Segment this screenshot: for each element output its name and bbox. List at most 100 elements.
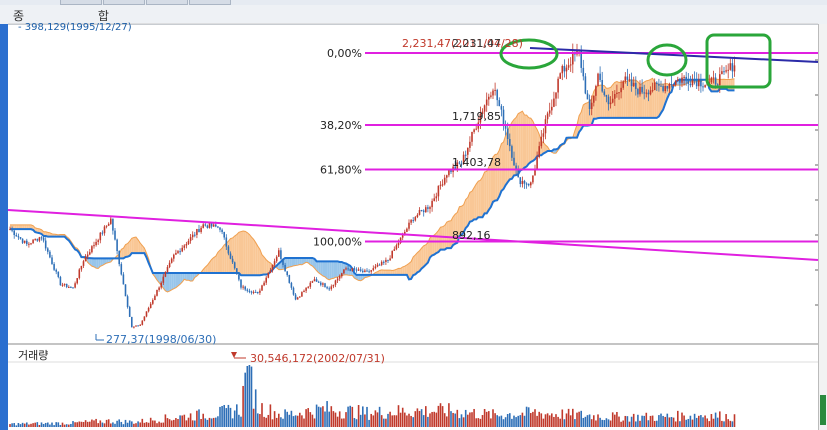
toolbar-tab[interactable]: [60, 0, 102, 5]
volume-bar: [355, 419, 358, 427]
candle-body: [179, 251, 181, 253]
cloud-segment: [333, 261, 336, 279]
volume-bar: [210, 418, 213, 427]
volume-bar: [475, 418, 477, 427]
scroll-thumb[interactable]: [820, 395, 826, 425]
volume-bar: [112, 422, 114, 427]
cloud-segment: [186, 272, 189, 281]
volume-bar: [76, 422, 78, 427]
candle-body: [110, 218, 112, 224]
volume-bar: [257, 413, 259, 427]
volume-bar: [97, 423, 99, 427]
candle-body: [40, 237, 43, 239]
volume-bar: [555, 414, 557, 427]
cloud-segment: [175, 272, 178, 288]
candle-body: [368, 271, 370, 273]
volume-bar: [616, 411, 618, 427]
candle-body: [313, 279, 316, 282]
candle-body: [244, 286, 246, 290]
cloud-segment: [18, 224, 21, 230]
volume-bar: [347, 406, 349, 427]
cloud-segment: [421, 245, 424, 269]
cloud-segment: [409, 261, 412, 280]
volume-bar: [412, 417, 414, 427]
volume-bar: [284, 409, 286, 427]
toolbar-tab[interactable]: [189, 0, 231, 5]
volume-bar: [712, 418, 715, 427]
cloud-segment: [579, 112, 582, 133]
volume-bar: [126, 422, 129, 427]
volume-bar: [19, 424, 22, 427]
toolbar-tab[interactable]: [103, 0, 145, 5]
candle-body: [372, 268, 375, 271]
cloud-segment: [129, 238, 132, 256]
cloud-segment: [480, 177, 483, 218]
candle-body: [666, 85, 669, 89]
volume-bar: [706, 418, 708, 427]
volume-bar: [154, 420, 156, 427]
volume-bar: [557, 416, 559, 427]
cloud-segment: [125, 243, 128, 258]
cloud-segment: [398, 268, 401, 275]
volume-bar: [609, 420, 612, 427]
candle-body: [639, 86, 641, 95]
candle-body: [284, 264, 286, 272]
candle-body: [101, 232, 104, 234]
cloud-segment: [463, 199, 466, 233]
candle-body: [185, 243, 188, 246]
cloud-segment: [257, 246, 260, 276]
cloud-segment: [631, 80, 634, 118]
candle-body: [26, 240, 28, 245]
cloud-segment: [222, 244, 225, 273]
candle-body: [532, 175, 534, 183]
candle-body: [154, 295, 156, 301]
candle-body: [267, 272, 270, 278]
candle-body: [355, 269, 358, 271]
volume-bar: [733, 414, 736, 427]
volume-bar: [448, 403, 450, 427]
candle-body: [189, 237, 192, 241]
candle-body: [519, 177, 522, 185]
volume-bar: [248, 365, 251, 427]
candle-body: [637, 89, 639, 95]
candle-body: [530, 182, 532, 186]
volume-bar: [643, 415, 645, 427]
low-label: 277,37(1998/06/30): [106, 333, 216, 346]
candle-body: [275, 256, 278, 262]
cloud-segment: [543, 142, 546, 154]
volume-bar: [525, 406, 528, 427]
candle-body: [425, 207, 427, 213]
cloud-segment: [209, 259, 212, 273]
volume-bar: [567, 408, 570, 427]
volume-bar: [189, 413, 192, 427]
cloud-segment: [646, 80, 649, 118]
volume-bar: [588, 414, 591, 427]
volume-bar: [259, 414, 261, 427]
cloud-segment: [291, 257, 294, 267]
toolbar-tab[interactable]: [146, 0, 188, 5]
volume-bar: [695, 417, 698, 427]
candle-body: [603, 91, 606, 95]
volume-bar: [120, 421, 123, 427]
cloud-segment: [469, 191, 472, 222]
volume-bar: [666, 413, 669, 427]
volume-bar: [635, 421, 637, 427]
volume-bar: [544, 414, 547, 427]
right-scrollbar[interactable]: [818, 24, 827, 430]
cloud-segment: [585, 102, 588, 126]
candle-body: [273, 261, 276, 265]
volume-bar: [385, 418, 387, 427]
cloud-segment: [419, 248, 422, 272]
candle-body: [63, 283, 66, 285]
volume-bar: [194, 420, 196, 427]
volume-bar: [492, 409, 494, 427]
candle-body: [414, 217, 417, 221]
candle-body: [86, 254, 89, 257]
fib-label-0: 0,00%: [327, 47, 362, 60]
volume-bar: [532, 411, 534, 427]
volume-bar: [141, 418, 144, 427]
candle-body: [13, 230, 15, 236]
volume-bar: [309, 412, 312, 427]
candle-body: [716, 84, 719, 86]
